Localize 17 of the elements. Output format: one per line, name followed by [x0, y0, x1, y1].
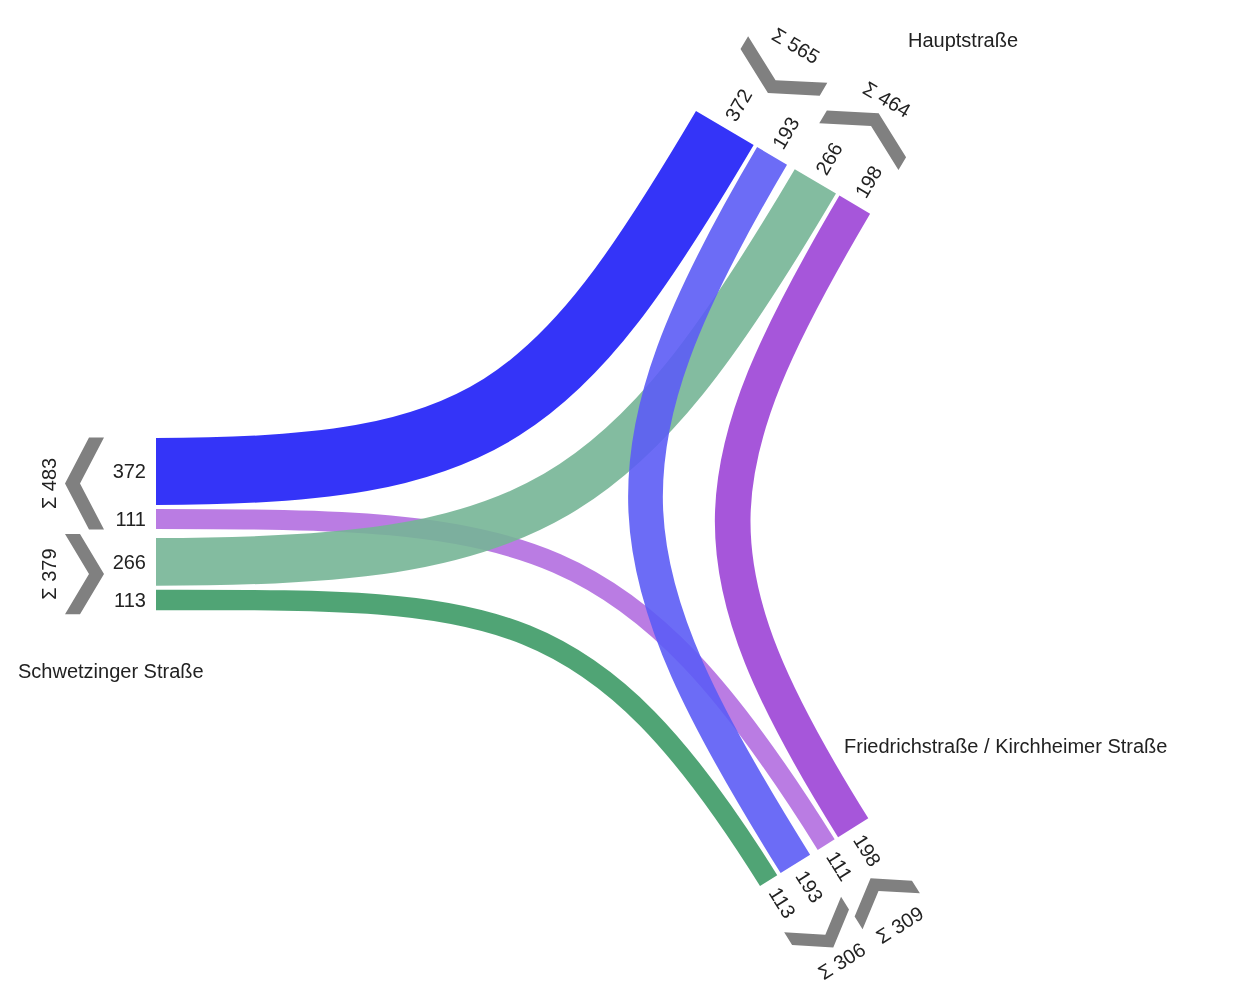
data-label: 266 — [112, 550, 146, 573]
text: Σ 464 — [859, 76, 915, 122]
data-label: 113 — [114, 588, 146, 611]
data-label: 372 — [112, 460, 146, 483]
category-label: Hauptstraße — [908, 29, 1019, 51]
text: Σ 306 — [814, 938, 870, 984]
data-label: 193 — [767, 112, 804, 153]
text: Σ 379 — [38, 548, 60, 600]
category-label: Friedrichstraße / Kirchheimer Straße — [844, 735, 1168, 757]
data-label: 111 — [115, 507, 146, 530]
category-label: Schwetzinger Straße — [18, 660, 204, 682]
data-label: 372 — [720, 85, 757, 125]
text: Σ 309 — [872, 901, 928, 948]
text: Σ 483 — [38, 457, 60, 510]
data-label: 266 — [810, 138, 847, 179]
data-label: 198 — [850, 161, 887, 202]
text: Σ 565 — [768, 23, 824, 69]
